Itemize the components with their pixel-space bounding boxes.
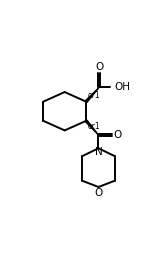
- Polygon shape: [85, 120, 98, 135]
- Text: or1: or1: [88, 91, 101, 100]
- Text: or1: or1: [88, 122, 101, 131]
- Text: OH: OH: [114, 82, 130, 93]
- Text: O: O: [94, 188, 103, 198]
- Text: N: N: [95, 147, 102, 157]
- Polygon shape: [85, 87, 99, 102]
- Text: O: O: [95, 62, 103, 72]
- Text: O: O: [113, 130, 121, 140]
